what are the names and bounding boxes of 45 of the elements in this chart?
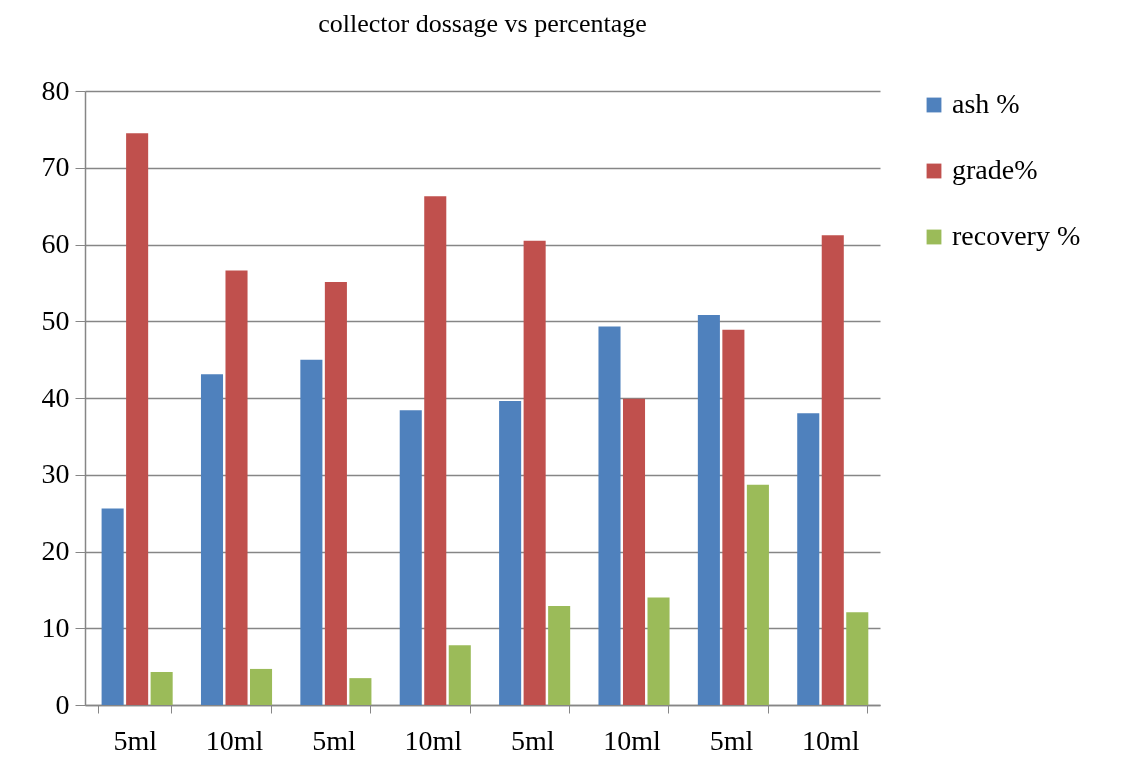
bar [746,484,769,705]
bar [647,597,670,705]
x-tick-label: 10ml [404,724,463,756]
chart-title: collector dossage vs percentage [318,9,647,38]
bar [821,235,844,705]
bar [300,359,323,705]
y-tick-label: 20 [41,535,70,566]
legend-label: grade% [952,154,1038,185]
bar [797,413,820,705]
legend-label: recovery % [952,220,1081,251]
legend-label: ash % [952,88,1020,119]
y-tick-label: 30 [41,458,70,490]
y-tick-label: 40 [41,381,70,413]
bar [424,196,447,705]
bar [349,678,372,705]
bar [697,315,720,705]
y-tick-label: 0 [55,688,70,720]
bar [598,326,621,705]
y-tick-label: 60 [41,228,70,259]
y-tick-label: 70 [41,151,70,183]
bar [324,282,347,705]
x-tick-label: 5ml [113,724,158,756]
bar [499,401,522,705]
x-tick-label: 5ml [312,724,356,756]
bar [399,410,422,705]
bar [225,270,248,705]
bar [548,605,571,705]
x-tick-label: 10ml [205,724,264,756]
x-tick-label: 5ml [709,724,754,756]
bar [200,374,224,705]
bar [250,668,273,705]
y-tick-label: 80 [41,74,70,106]
bar [101,508,124,705]
x-tick-label: 5ml [510,724,555,756]
bar [846,612,869,705]
y-tick-label: 50 [41,304,70,336]
bar [448,645,471,705]
bar [722,329,745,705]
bar [126,133,149,705]
bar [150,672,173,705]
x-tick-label: 10ml [603,724,662,756]
bar [523,240,546,705]
bar [622,398,646,705]
x-tick-label: 10ml [802,724,860,756]
y-tick-label: 10 [41,611,70,643]
